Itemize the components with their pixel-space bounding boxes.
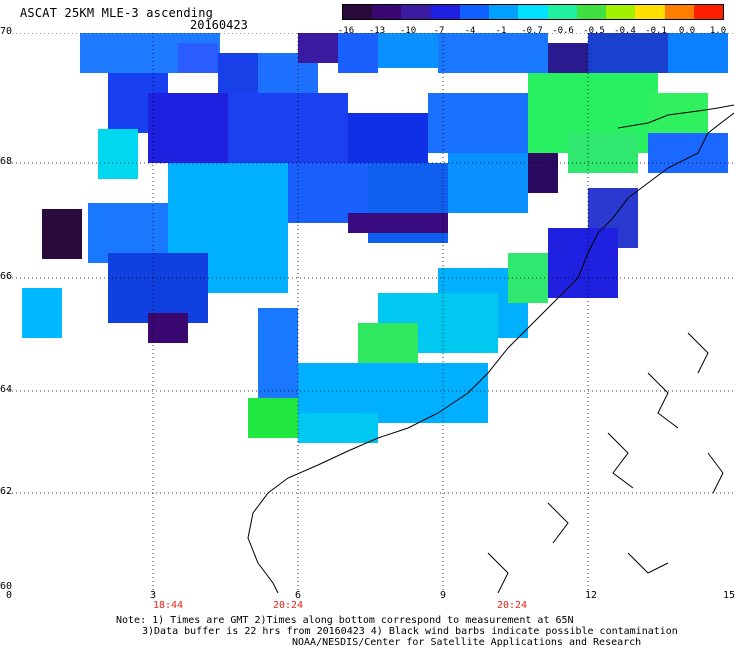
swath-cell xyxy=(208,253,288,293)
colorbar-tick-label: -1 xyxy=(495,26,507,36)
product-date: 20160423 xyxy=(190,18,248,32)
lon-label: 0 xyxy=(6,590,13,601)
swath-cell xyxy=(338,33,378,73)
swath-cell xyxy=(298,33,338,63)
colorbar-tick-label: -0.1 xyxy=(645,26,667,36)
colorbar-tick-label: -0.6 xyxy=(552,26,574,36)
swath-cell xyxy=(348,213,448,233)
wind-map xyxy=(8,33,734,593)
swath-cell xyxy=(378,33,438,68)
swath-cell xyxy=(298,413,378,443)
colorbar xyxy=(342,4,724,20)
colorbar-tick-label: -13 xyxy=(368,26,386,36)
swath-cell xyxy=(22,288,62,338)
colorbar-segment xyxy=(576,5,607,19)
swath-cell xyxy=(108,253,208,323)
swath-cell xyxy=(178,43,218,73)
colorbar-segment xyxy=(664,5,694,19)
swath-cell xyxy=(588,33,668,73)
colorbar-segment xyxy=(693,5,724,19)
lat-label: 68 xyxy=(0,156,13,167)
swath-cell xyxy=(428,93,528,153)
time-label: 20:24 xyxy=(496,600,528,611)
colorbar-tick-label: -4 xyxy=(464,26,476,36)
swath-cell xyxy=(218,53,258,93)
lat-label: 64 xyxy=(0,384,13,395)
swath-cell xyxy=(98,129,138,179)
swath-cell xyxy=(528,153,558,193)
swath-cell xyxy=(258,308,298,398)
note-line-3: NOAA/NESDIS/Center for Satellite Applica… xyxy=(292,637,642,648)
colorbar-segment xyxy=(547,5,577,19)
lat-label: 66 xyxy=(0,271,13,282)
scatterometer-swath xyxy=(22,33,728,443)
colorbar-tick-label: -7 xyxy=(433,26,445,36)
lat-label: 60 xyxy=(0,581,13,592)
colorbar-segment xyxy=(401,5,431,19)
swath-cell xyxy=(448,153,528,213)
note-line-1: Note: 1) Times are GMT 2)Times along bot… xyxy=(116,615,574,626)
colorbar-segment xyxy=(430,5,460,19)
colorbar-segment xyxy=(635,5,665,19)
lon-label: 15 xyxy=(723,590,736,601)
swath-cell xyxy=(148,93,228,163)
colorbar-segment xyxy=(606,5,636,19)
swath-cell xyxy=(148,313,188,343)
colorbar-tick-label: -0.4 xyxy=(614,26,636,36)
lon-label: 12 xyxy=(585,590,598,601)
colorbar-tick-label: -10 xyxy=(399,26,417,36)
lat-label: 70 xyxy=(0,26,13,37)
colorbar-tick-label: -0.5 xyxy=(583,26,605,36)
footer-note: Note: 1) Times are GMT 2)Times along bot… xyxy=(116,615,678,648)
lat-label: 62 xyxy=(0,486,13,497)
time-label: 18:44 xyxy=(152,600,184,611)
product-title: ASCAT 25KM MLE-3 ascending xyxy=(20,6,214,20)
lat-lon-grid xyxy=(8,33,734,593)
swath-cell xyxy=(668,33,728,73)
colorbar-segment xyxy=(343,5,373,19)
swath-cell xyxy=(548,43,588,73)
swath-cell xyxy=(228,93,348,163)
swath-cell xyxy=(438,33,548,73)
colorbar-tick-label: -0.7 xyxy=(521,26,543,36)
colorbar-tick-label: 0.0 xyxy=(678,26,696,36)
coastline-outline xyxy=(247,104,734,593)
swath-cell xyxy=(168,163,288,263)
lon-label: 3 xyxy=(150,590,157,601)
swath-cell xyxy=(358,323,418,363)
lon-label: 9 xyxy=(440,590,447,601)
note-line-2: 3)Data buffer is 22 hrs from 20160423 4)… xyxy=(142,626,678,637)
swath-cell xyxy=(42,209,82,259)
colorbar-segment xyxy=(489,5,519,19)
colorbar-segment xyxy=(518,5,548,19)
time-label: 20:24 xyxy=(272,600,304,611)
colorbar-tick-label: -16 xyxy=(337,26,355,36)
swath-cell xyxy=(548,228,618,298)
colorbar-segment xyxy=(372,5,402,19)
swath-cell xyxy=(568,133,638,173)
swath-cell xyxy=(648,133,728,173)
colorbar-segment xyxy=(459,5,490,19)
lon-label: 6 xyxy=(295,590,302,601)
colorbar-tick-label: 1.0 xyxy=(709,26,727,36)
swath-cell xyxy=(248,398,298,438)
